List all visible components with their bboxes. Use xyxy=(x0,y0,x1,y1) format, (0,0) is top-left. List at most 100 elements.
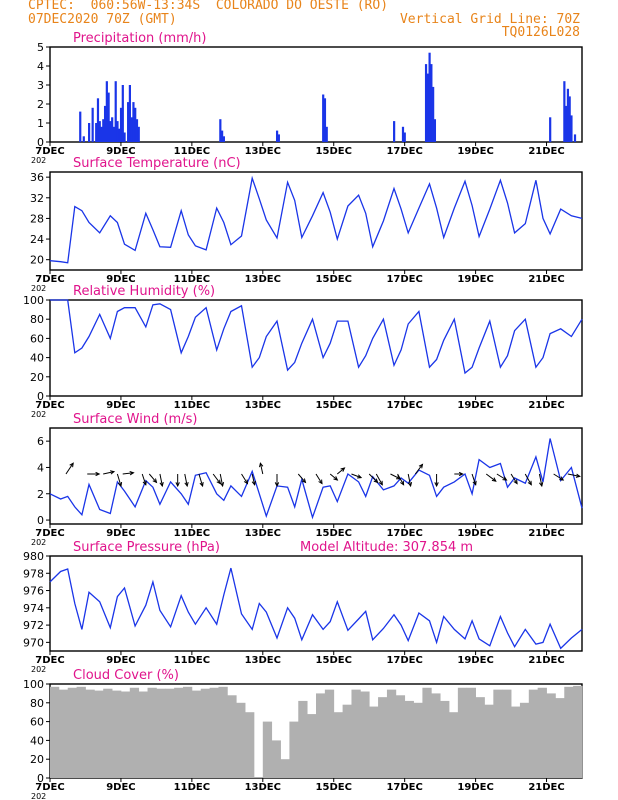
precip-bar xyxy=(221,130,224,142)
y-tick-label: 60 xyxy=(30,716,44,729)
cloud-bar xyxy=(475,697,485,778)
cloud-bar xyxy=(537,687,547,778)
wind-arrow-head xyxy=(491,477,497,482)
wind-arrow xyxy=(259,463,264,475)
x-tick-label: 9DEC xyxy=(106,274,135,285)
wind-arrow xyxy=(336,467,345,475)
x-tick-label: 21DEC xyxy=(528,655,564,666)
x-tick-label: 13DEC xyxy=(245,782,281,793)
wind-arrow xyxy=(510,473,518,484)
wind-arrow-head xyxy=(259,462,264,468)
y-tick-label: 20 xyxy=(30,371,44,384)
panel-annotation: Model Altitude: 307.854 m xyxy=(300,540,473,555)
panel-title: Cloud Cover (%) xyxy=(73,668,179,683)
precip-bar xyxy=(134,107,137,142)
y-tick-label: 6 xyxy=(37,435,44,448)
precip-bar xyxy=(432,86,435,142)
cloud-bar xyxy=(138,691,148,778)
y-tick-label: 4 xyxy=(37,461,44,474)
wind-arrow-head xyxy=(219,481,225,488)
cloud-bar xyxy=(112,690,122,778)
x-tick-label: 9DEC xyxy=(106,528,135,539)
cloud-bar xyxy=(528,689,539,778)
wind-arrow-head xyxy=(575,473,581,478)
x-tick-label: 21DEC xyxy=(528,146,564,157)
y-tick-label: 80 xyxy=(30,697,44,710)
cloud-bar xyxy=(103,688,113,778)
precip-bar xyxy=(424,64,428,142)
y-tick-label: 976 xyxy=(23,585,44,598)
x-tick-label: 13DEC xyxy=(245,655,281,666)
x-tick-label: 9DEC xyxy=(106,655,135,666)
x-tick-label: 19DEC xyxy=(457,400,493,411)
precip-bar xyxy=(563,81,566,142)
precip-bar xyxy=(132,102,135,142)
precip-bar xyxy=(325,126,328,142)
precip-bar xyxy=(82,136,85,142)
x-tick-label: 19DEC xyxy=(457,655,493,666)
x-tick-label: 19DEC xyxy=(457,782,493,793)
x-tick-label: 17DEC xyxy=(386,782,422,793)
wind-arrow xyxy=(141,473,147,485)
wind-arrow-head xyxy=(142,480,147,486)
x-tick-label: 7DEC xyxy=(35,274,64,285)
wind-arrow-head xyxy=(184,481,189,488)
wind-arrow-head xyxy=(159,481,164,488)
header-location: CPTEC: 060:56W-13:34S COLORADO DO OESTE … xyxy=(28,0,389,13)
cloud-bar xyxy=(573,685,583,778)
cloud-bar xyxy=(369,706,379,778)
panel-title: Relative Humidity (%) xyxy=(73,284,215,299)
precip-bar xyxy=(573,134,577,142)
panel-frame xyxy=(49,427,583,525)
x-tick-label: 19DEC xyxy=(457,274,493,285)
y-tick-label: 978 xyxy=(23,567,44,580)
precip-bar xyxy=(100,126,103,142)
precip-bar xyxy=(430,64,433,142)
cloud-bar xyxy=(156,688,166,778)
precip-bar xyxy=(428,52,431,143)
wind-arrow xyxy=(241,473,248,484)
y-tick-label: 2 xyxy=(37,488,44,501)
wind-arrow-head xyxy=(513,479,518,485)
cloud-bar xyxy=(85,689,95,778)
wind-arrow xyxy=(407,473,412,487)
wind-arrow xyxy=(103,471,115,475)
precip-bar xyxy=(119,107,123,142)
precip-bar xyxy=(112,126,116,142)
x-tick-label: 21DEC xyxy=(528,274,564,285)
precip-bar xyxy=(393,121,396,142)
precip-bar xyxy=(222,136,225,142)
x-tick-label: 9DEC xyxy=(106,146,135,157)
precip-bar xyxy=(121,85,124,142)
precip-bar xyxy=(135,119,139,142)
precip-bar xyxy=(103,105,107,142)
cloud-bar xyxy=(76,686,86,778)
x-tick-label: 17DEC xyxy=(386,400,422,411)
cloud-bar xyxy=(253,777,264,778)
cloud-bar xyxy=(271,740,281,778)
y-tick-label: 980 xyxy=(23,550,44,563)
cloud-bar xyxy=(342,704,352,778)
cloud-bar xyxy=(324,689,335,778)
wind-arrow xyxy=(65,462,74,475)
precip-bar xyxy=(102,119,105,142)
cloud-bar xyxy=(440,700,450,778)
wind-arrow xyxy=(553,473,564,481)
cloud-bar xyxy=(351,689,361,778)
cloud-bar xyxy=(200,688,210,778)
panel-frame xyxy=(49,555,583,652)
x-tick-label: 7DEC xyxy=(35,655,64,666)
x-tick-label: 7DEC xyxy=(35,146,64,157)
precip-bar xyxy=(565,105,568,142)
y-tick-label: 40 xyxy=(30,734,44,747)
cloud-bar xyxy=(457,687,468,778)
cloud-bar xyxy=(245,712,255,778)
wind-arrow xyxy=(212,473,221,484)
x-tick-label: 15DEC xyxy=(316,274,352,285)
y-tick-label: 24 xyxy=(30,233,44,246)
precip-bar xyxy=(111,117,114,142)
cloud-bar xyxy=(386,689,397,778)
wind-arrow xyxy=(485,473,497,482)
x-tick-label: 7DEC xyxy=(35,528,64,539)
wind-arrow-head xyxy=(434,482,439,488)
